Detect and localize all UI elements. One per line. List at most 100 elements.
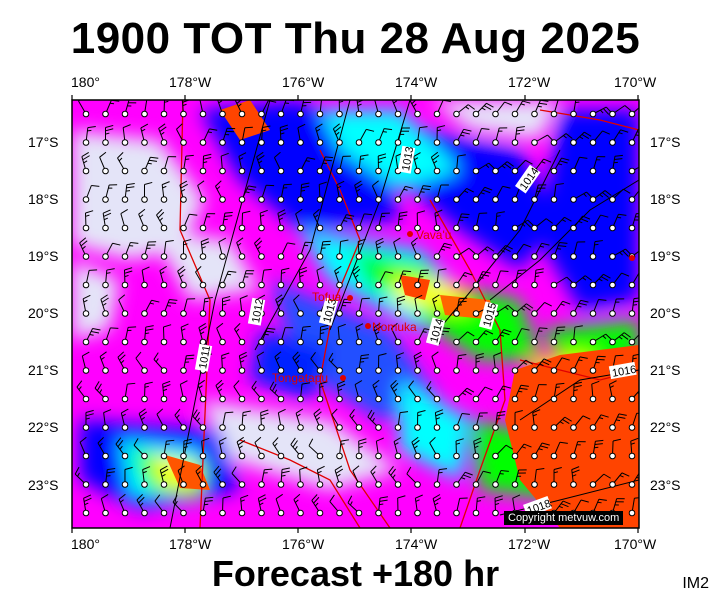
wind-barb-tick [444,242,453,246]
wind-station-circle [141,395,148,403]
wind-barb-tick [177,265,185,272]
wind-barb-tick [502,185,511,189]
wind-barb-tick [500,270,509,272]
wind-station-circle [355,367,363,374]
wind-barb-tick [378,161,383,164]
wind-barb-tick [147,98,155,99]
wind-station-circle [433,481,441,488]
wind-barb-tick [259,502,264,506]
wind-station-circle [199,167,207,175]
wind-barb-tick [483,105,492,110]
wind-station-circle [375,367,382,374]
wind-barb-tick [597,501,602,504]
wind-station-circle [258,424,265,431]
wind-station-circle [492,196,499,203]
wind-barb-tick [271,383,277,392]
wind-station-circle [82,110,90,118]
wind-station-circle [628,424,636,431]
wind-station-circle [589,310,597,317]
wind-barb-tick [112,242,121,246]
wind-station-circle [472,196,480,203]
wind-station-circle [414,338,421,346]
wind-barb-tick [577,305,582,308]
wind-barb-tick [397,303,402,306]
wind-station-circle [277,139,285,146]
wind-barb-tick [564,416,572,422]
wind-station-circle [550,481,558,488]
wind-station-circle [550,224,558,232]
wind-station-circle [355,338,363,346]
wind-barb-tick [521,307,525,311]
wind-station-circle [531,338,538,346]
wind-barb-tick [82,245,86,250]
wind-station-circle [316,139,324,146]
wind-barb-tick [372,471,376,475]
wind-barb-tick [76,380,83,388]
wind-station-circle [472,110,480,118]
wind-station-circle [472,424,480,431]
wind-barb-tick [257,294,266,300]
wind-station-circle [277,110,285,118]
wind-barb-tick [183,238,192,242]
wind-barb-tick [500,249,505,253]
wind-barb-tick [292,351,299,359]
wind-barb-tick [233,380,240,387]
wind-station-circle [355,310,363,317]
wind-barb-tick [399,411,409,414]
wind-station-circle [238,253,246,260]
wind-station-circle [628,110,636,118]
wind-station-circle [336,253,343,260]
wind-barb-tick [620,129,629,133]
wind-barb-tick [556,382,565,385]
wind-station-circle [609,139,616,146]
wind-barb-tick [344,217,353,220]
wind-barb-tick [81,152,89,158]
wind-station-circle [394,424,402,431]
wind-barb-tick [138,208,146,215]
wind-barb-tick [224,211,233,214]
wind-barb-tick [260,209,268,214]
wind-barb-tick [520,103,525,106]
wind-barb-tick [258,494,266,499]
map-frame [71,99,640,529]
wind-station-circle [316,367,324,374]
wind-barb-tick [624,105,632,112]
wind-station-circle [375,139,382,146]
wind-station-circle [628,338,636,346]
wind-barb-tick [555,183,564,186]
wind-barb-tick [372,417,375,422]
wind-barb-tick [198,385,203,389]
wind-station-circle [102,224,109,232]
wind-barb-tick [163,324,172,328]
wind-barb-tick [281,267,290,271]
wind-station-circle [492,424,499,431]
wind-station-circle [550,424,558,431]
wind-barb-tick [106,272,111,274]
wind-barb-tick [121,408,129,414]
isobar-label: 1016 [611,364,637,380]
wind-station-circle [570,424,577,431]
wind-barb-tick [335,271,340,275]
wind-barb-tick [120,499,124,503]
wind-station-circle [472,481,480,488]
wind-station-circle [277,281,285,289]
wind-station-circle [277,452,285,460]
wind-barb-tick [466,387,475,393]
wind-station-circle [180,167,187,175]
wind-barb-tick [602,130,611,135]
wind-barb-tick [353,268,361,275]
wind-barb-tick [642,331,649,335]
wind-barb-tick [105,128,114,132]
wind-barb-tick [79,436,87,443]
wind-barb-tick [595,439,604,442]
wind-station-circle [297,395,304,403]
wind-barb-tick [266,330,275,333]
wind-station-circle [199,139,207,146]
wind-barb-tick [579,356,588,359]
wind-barb-tick [145,328,154,331]
wind-barb-tick [504,163,512,169]
wind-barb-tick [281,470,290,474]
wind-barb-tick [201,437,210,442]
wind-station-circle [219,167,226,175]
wind-barb-tick [239,157,244,161]
